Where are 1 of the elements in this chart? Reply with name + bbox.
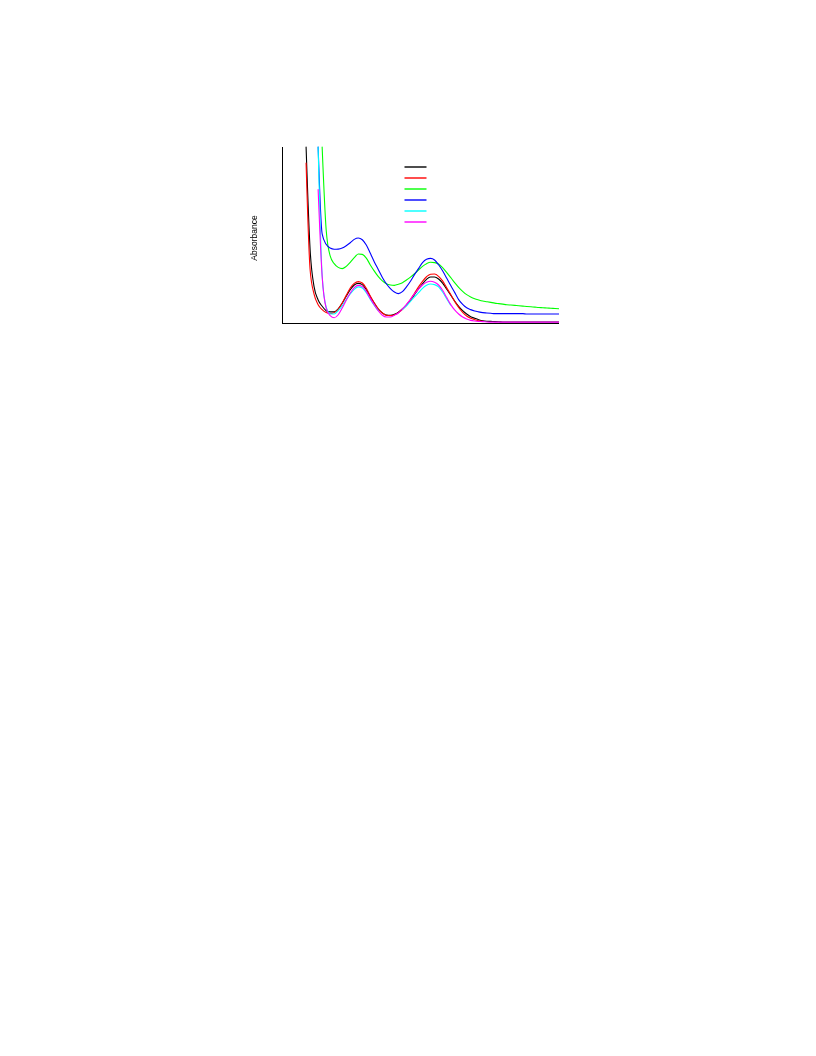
y-axis-title: Absorbance	[249, 215, 259, 261]
